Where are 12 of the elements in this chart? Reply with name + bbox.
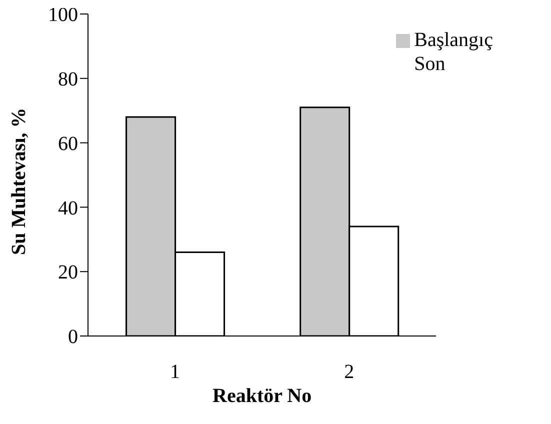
y-tick-label: 80	[58, 68, 78, 90]
text: Son	[414, 53, 446, 75]
y-tick-label: 100	[48, 4, 78, 26]
y-tick-label: 0	[68, 326, 78, 348]
x-tick-label: 2	[344, 361, 354, 384]
x-axis-title: Reaktör No	[212, 385, 312, 407]
y-tick-label: 60	[58, 132, 78, 155]
y-axis-title: Su Muhtevası, %	[8, 108, 30, 255]
x-tick-label: 1	[170, 361, 180, 384]
y-tick-label: 40	[58, 197, 78, 220]
y-tick-label: 20	[58, 262, 78, 284]
legend-label: Başlangıç	[414, 29, 493, 51]
